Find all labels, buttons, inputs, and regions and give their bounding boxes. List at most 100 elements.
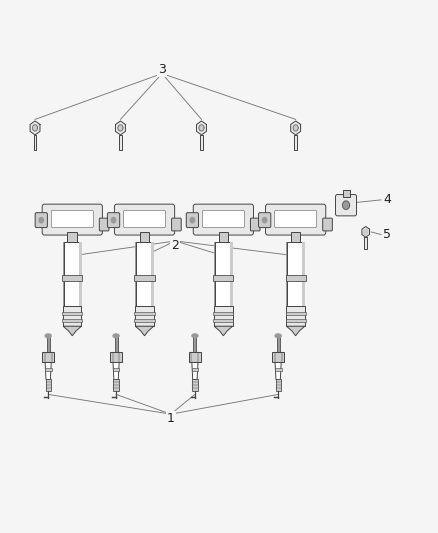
Bar: [194, 336, 196, 352]
Bar: [135, 306, 154, 326]
Text: 3: 3: [158, 63, 166, 76]
Polygon shape: [32, 125, 38, 131]
Polygon shape: [275, 362, 281, 379]
Polygon shape: [291, 121, 300, 135]
FancyBboxPatch shape: [51, 211, 93, 228]
Bar: [110, 352, 122, 362]
FancyBboxPatch shape: [193, 204, 254, 235]
Text: 2: 2: [171, 239, 179, 252]
Bar: [45, 368, 52, 370]
Polygon shape: [118, 125, 123, 131]
Bar: [34, 135, 36, 150]
Polygon shape: [197, 121, 206, 135]
FancyBboxPatch shape: [251, 218, 260, 231]
Bar: [286, 242, 288, 306]
Polygon shape: [199, 125, 204, 131]
Bar: [213, 275, 233, 280]
Polygon shape: [63, 326, 81, 336]
FancyBboxPatch shape: [186, 213, 198, 228]
Polygon shape: [113, 362, 119, 379]
Bar: [67, 232, 77, 242]
Bar: [46, 336, 49, 352]
Bar: [213, 319, 233, 322]
Polygon shape: [286, 326, 305, 336]
Bar: [134, 312, 155, 314]
FancyBboxPatch shape: [42, 204, 102, 235]
FancyBboxPatch shape: [107, 213, 120, 228]
Bar: [134, 319, 155, 322]
Bar: [364, 237, 367, 249]
Polygon shape: [343, 201, 350, 209]
FancyBboxPatch shape: [265, 204, 326, 235]
Bar: [215, 242, 232, 306]
Polygon shape: [192, 334, 198, 337]
Polygon shape: [214, 326, 233, 336]
FancyBboxPatch shape: [336, 195, 357, 216]
FancyBboxPatch shape: [124, 211, 166, 228]
Bar: [151, 242, 154, 306]
Bar: [214, 242, 216, 306]
FancyBboxPatch shape: [275, 211, 317, 228]
Bar: [62, 275, 82, 280]
Polygon shape: [113, 334, 119, 337]
Polygon shape: [362, 227, 370, 237]
Bar: [63, 242, 65, 306]
Polygon shape: [190, 217, 194, 223]
FancyBboxPatch shape: [99, 218, 109, 231]
Bar: [119, 135, 122, 150]
Bar: [287, 242, 304, 306]
Bar: [62, 319, 82, 322]
Bar: [214, 306, 233, 326]
Bar: [191, 368, 198, 370]
Bar: [63, 306, 81, 326]
Bar: [200, 135, 203, 150]
Bar: [113, 368, 120, 370]
Polygon shape: [135, 326, 154, 336]
Bar: [189, 352, 201, 362]
Text: 4: 4: [383, 193, 391, 206]
Bar: [219, 232, 228, 242]
FancyBboxPatch shape: [114, 204, 175, 235]
Bar: [286, 319, 306, 322]
Bar: [276, 379, 281, 391]
Bar: [343, 190, 350, 197]
Bar: [62, 312, 82, 314]
Bar: [213, 312, 233, 314]
Bar: [272, 352, 284, 362]
Bar: [294, 135, 297, 150]
Bar: [64, 242, 81, 306]
FancyBboxPatch shape: [202, 211, 244, 228]
Bar: [115, 336, 117, 352]
Bar: [277, 336, 279, 352]
Bar: [275, 368, 282, 370]
Bar: [79, 242, 82, 306]
FancyBboxPatch shape: [258, 213, 271, 228]
Bar: [46, 379, 51, 391]
Bar: [286, 306, 305, 326]
Bar: [113, 379, 119, 391]
Text: 5: 5: [383, 228, 391, 241]
Bar: [136, 242, 153, 306]
Polygon shape: [262, 217, 267, 223]
Bar: [135, 242, 137, 306]
Bar: [140, 232, 149, 242]
Polygon shape: [39, 217, 43, 223]
Bar: [286, 275, 306, 280]
Bar: [291, 232, 300, 242]
Polygon shape: [45, 334, 51, 337]
Text: 1: 1: [167, 412, 175, 425]
Bar: [134, 275, 155, 280]
Bar: [230, 242, 233, 306]
Polygon shape: [116, 121, 125, 135]
Bar: [286, 312, 306, 314]
Polygon shape: [111, 217, 116, 223]
FancyBboxPatch shape: [323, 218, 332, 231]
Polygon shape: [192, 362, 198, 379]
Polygon shape: [293, 125, 298, 131]
Polygon shape: [30, 121, 40, 135]
Polygon shape: [45, 362, 51, 379]
FancyBboxPatch shape: [35, 213, 47, 228]
FancyBboxPatch shape: [172, 218, 181, 231]
Bar: [42, 352, 54, 362]
Polygon shape: [364, 229, 368, 235]
